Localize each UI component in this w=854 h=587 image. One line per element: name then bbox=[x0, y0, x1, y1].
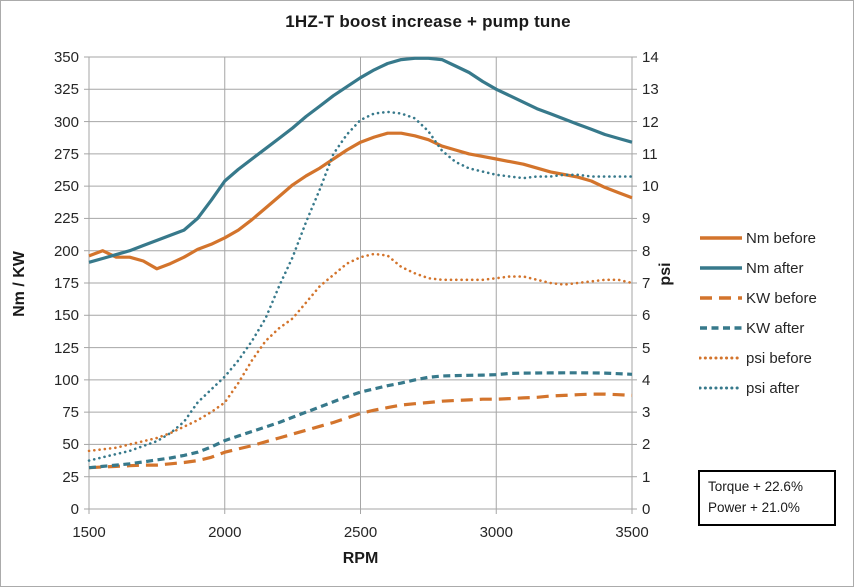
tick-label: 0 bbox=[642, 501, 651, 518]
tick-label: 12 bbox=[642, 113, 659, 131]
kw-before-line-swatch bbox=[700, 296, 742, 300]
kw-after-line-swatch bbox=[700, 326, 742, 330]
tick-label: 9 bbox=[642, 210, 651, 228]
series-line-nm-after bbox=[88, 56, 633, 264]
tick-label: 150 bbox=[53, 307, 79, 325]
nm-after-line-swatch bbox=[700, 266, 742, 270]
tick-label: 7 bbox=[642, 275, 651, 292]
tick-label: 25 bbox=[62, 468, 79, 486]
tick-label: 250 bbox=[53, 178, 79, 196]
tick-label: 350 bbox=[53, 49, 79, 66]
series-line-kw-before bbox=[88, 392, 633, 470]
tick-label: 13 bbox=[642, 81, 659, 99]
gains-annotation-box: Torque + 22.6% Power + 21.0% bbox=[698, 470, 836, 526]
tick-label: 175 bbox=[53, 275, 79, 292]
torque-gain-text: Torque + 22.6% bbox=[708, 479, 803, 494]
tick-label: 14 bbox=[642, 49, 659, 66]
tick-label: 200 bbox=[53, 242, 79, 260]
tick-label: 5 bbox=[642, 339, 651, 357]
tick-label: 325 bbox=[53, 81, 79, 99]
tick-label: 1 bbox=[642, 468, 651, 486]
legend: Nm before Nm after KW before KW after ps… bbox=[699, 223, 849, 403]
tick-label: 0 bbox=[70, 501, 79, 518]
tick-label: 11 bbox=[642, 145, 658, 163]
tick-label: 100 bbox=[53, 371, 79, 389]
legend-item-nm-before: Nm before bbox=[699, 223, 849, 253]
legend-label: Nm after bbox=[746, 259, 804, 277]
legend-item-kw-before: KW before bbox=[699, 283, 849, 313]
x-axis-title: RPM bbox=[342, 550, 379, 567]
legend-label: Nm before bbox=[746, 229, 817, 247]
power-gain-text: Power + 21.0% bbox=[708, 499, 800, 515]
tick-label: 225 bbox=[53, 210, 79, 228]
tick-label: 1500 bbox=[72, 524, 106, 541]
series-line-kw-after bbox=[88, 371, 633, 470]
psi-before-line-swatch bbox=[699, 356, 743, 360]
tick-label: 3000 bbox=[479, 524, 513, 541]
legend-item-kw-after: KW after bbox=[699, 313, 849, 343]
tick-label: 2500 bbox=[343, 524, 378, 541]
tick-label: 3500 bbox=[615, 524, 649, 541]
tick-label: 6 bbox=[642, 307, 651, 325]
series-line-psi-after bbox=[87, 110, 634, 462]
legend-label: psi before bbox=[746, 349, 812, 367]
legend-label: KW before bbox=[746, 289, 817, 307]
tick-label: 10 bbox=[642, 178, 659, 196]
psi-after-line-swatch bbox=[699, 386, 743, 390]
tick-label: 3 bbox=[642, 404, 651, 422]
tick-label: 125 bbox=[53, 339, 79, 357]
chart-title: 1HZ-T boost increase + pump tune bbox=[285, 12, 571, 31]
tick-label: 2000 bbox=[208, 524, 242, 541]
tick-label: 50 bbox=[62, 436, 79, 454]
tick-label: 275 bbox=[53, 145, 79, 163]
legend-label: psi after bbox=[746, 379, 800, 397]
legend-item-psi-before: psi before bbox=[699, 343, 849, 373]
tick-label: 75 bbox=[62, 404, 79, 422]
tick-label: 8 bbox=[642, 242, 651, 260]
tick-label: 2 bbox=[642, 436, 651, 454]
tick-label: 300 bbox=[53, 113, 79, 131]
series-line-nm-before bbox=[88, 131, 633, 271]
legend-item-nm-after: Nm after bbox=[699, 253, 849, 283]
legend-item-psi-after: psi after bbox=[699, 373, 849, 403]
series-line-psi-before bbox=[87, 252, 634, 453]
legend-label: KW after bbox=[746, 319, 805, 337]
nm-before-line-swatch bbox=[700, 236, 742, 240]
tick-label: 4 bbox=[642, 371, 651, 389]
